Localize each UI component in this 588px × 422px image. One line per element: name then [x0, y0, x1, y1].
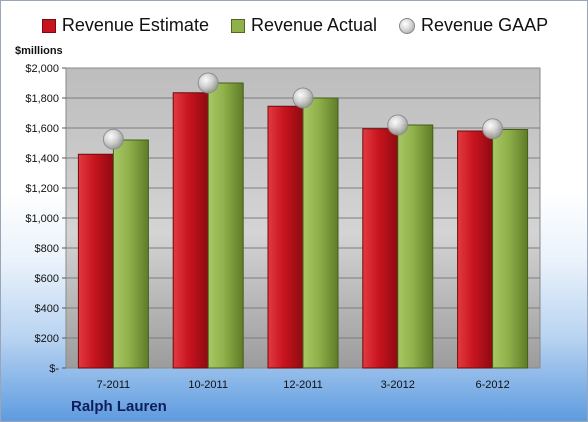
y-tick-label: $2,000	[25, 63, 59, 75]
legend-swatch-estimate	[41, 18, 56, 33]
bar-revenue-estimate	[362, 128, 399, 369]
bar-revenue-actual	[492, 129, 529, 369]
y-axis-unit-label: $millions	[15, 45, 63, 57]
y-tick-label: $400	[35, 303, 59, 315]
bar-revenue-actual	[112, 139, 149, 369]
y-tick-label: $600	[35, 273, 59, 285]
legend-item-actual: Revenue Actual	[230, 15, 378, 36]
x-tick-label: 7-2011	[97, 379, 130, 391]
bar-revenue-estimate	[77, 153, 114, 369]
legend-marker-gaap	[399, 17, 416, 34]
company-name: Ralph Lauren	[71, 398, 167, 415]
bar-revenue-estimate	[457, 130, 494, 369]
y-tick-label: $1,400	[25, 153, 59, 165]
legend-item-estimate: Revenue Estimate	[41, 15, 209, 36]
legend-label-actual: Revenue Actual	[250, 15, 378, 35]
y-tick-label: $200	[35, 333, 59, 345]
legend-item-gaap: Revenue GAAP	[399, 15, 548, 36]
gaap-markers	[102, 72, 504, 150]
y-tick-label: $1,800	[25, 93, 59, 105]
x-axis: 7-2011 10-2011 12-2011 3-2012 6-2012	[97, 379, 510, 391]
bar-revenue-actual	[207, 82, 244, 369]
y-tick-label: $800	[35, 243, 59, 255]
y-tick-label: $1,200	[25, 183, 59, 195]
x-tick-label: 3-2012	[381, 379, 415, 391]
bars	[77, 82, 529, 369]
marker-revenue-gaap	[387, 114, 409, 136]
y-tick-label: $1,000	[25, 213, 59, 225]
marker-revenue-gaap	[102, 128, 124, 150]
marker-revenue-gaap	[197, 72, 219, 94]
marker-revenue-gaap	[482, 118, 504, 140]
legend: Revenue Estimate Revenue Actual Revenue …	[1, 15, 587, 36]
legend-label-estimate: Revenue Estimate	[61, 15, 209, 35]
x-tick-label: 10-2011	[188, 379, 228, 391]
bar-revenue-actual	[302, 97, 339, 369]
bar-revenue-estimate	[267, 105, 304, 369]
legend-swatch-actual	[230, 18, 245, 33]
y-tick-label: $-	[49, 363, 59, 375]
y-axis: $- $200 $400 $600 $800 $1,000 $1,200 $1,400 $1,6…	[25, 63, 66, 375]
x-tick-label: 6-2012	[475, 379, 509, 391]
x-tick-label: 12-2011	[283, 379, 323, 391]
legend-label-gaap: Revenue GAAP	[421, 15, 549, 35]
bar-revenue-actual	[397, 124, 434, 369]
y-tick-label: $1,600	[25, 123, 59, 135]
marker-revenue-gaap	[292, 87, 314, 109]
bar-revenue-estimate	[172, 92, 209, 369]
